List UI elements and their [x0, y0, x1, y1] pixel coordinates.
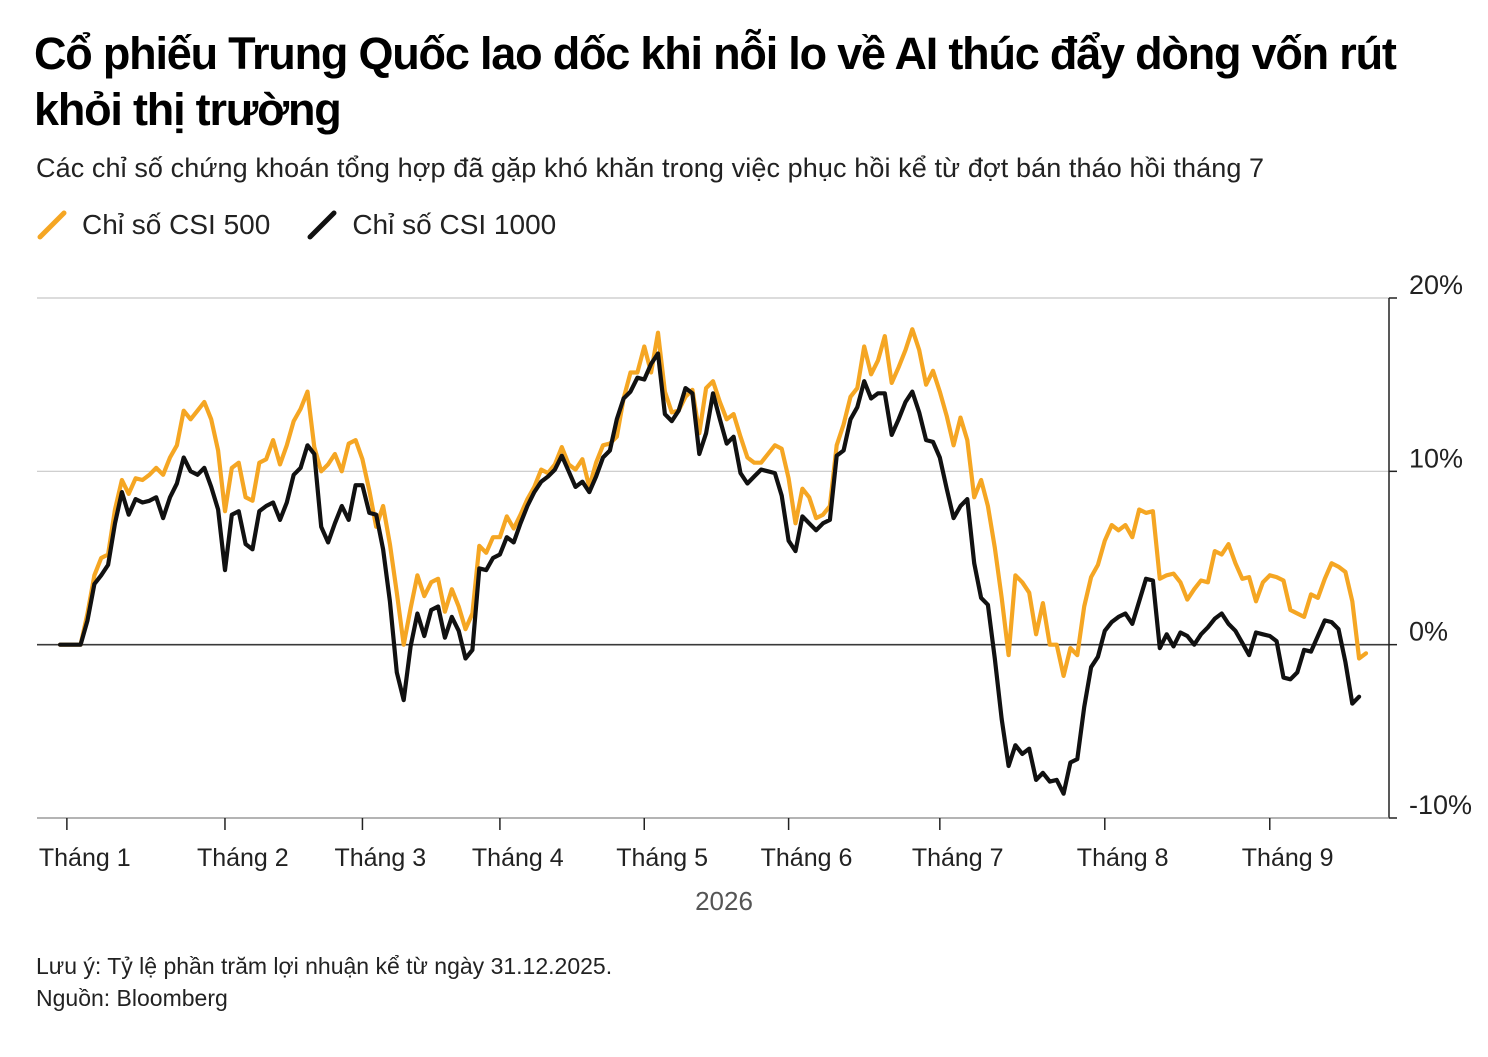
legend-item-csi500: Chỉ số CSI 500: [36, 209, 270, 241]
chart-subtitle: Các chỉ số chứng khoán tổng hợp đã gặp k…: [36, 153, 1265, 183]
chart-footnotes: Lưu ý: Tỷ lệ phần trăm lợi nhuận kể từ n…: [36, 950, 612, 1014]
legend-swatch-csi1000: [307, 210, 337, 240]
legend-label-csi500: Chỉ số CSI 500: [82, 209, 271, 240]
legend-label-csi1000: Chỉ số CSI 1000: [352, 209, 557, 240]
y-tick-label-2: 0%: [1409, 617, 1448, 647]
chart-source: Nguồn: Bloomberg: [36, 985, 228, 1011]
x-tick-label-5: Tháng 6: [761, 844, 853, 872]
x-tick-label-1: Tháng 2: [197, 844, 289, 872]
x-tick-label-0: Tháng 1: [39, 844, 131, 872]
x-tick-label-7: Tháng 8: [1077, 844, 1169, 872]
x-tick-label-8: Tháng 9: [1242, 844, 1334, 872]
legend-item-csi1000: Chỉ số CSI 1000: [306, 209, 556, 241]
x-axis-title: 2026: [695, 886, 753, 916]
series-line-csi1000: [57, 351, 1362, 796]
x-tick-label-2: Tháng 3: [334, 844, 426, 872]
x-tick-label-4: Tháng 5: [616, 844, 708, 872]
x-tick-label-6: Tháng 7: [912, 844, 1004, 872]
x-tick-label-3: Tháng 4: [472, 844, 564, 872]
series-line-csi500: [57, 327, 1369, 678]
y-tick-label-1: 10%: [1409, 443, 1463, 473]
chart-title: Cổ phiếu Trung Quốc lao dốc khi nỗi lo v…: [34, 28, 1397, 135]
y-tick-label-0: 20%: [1409, 270, 1463, 300]
legend-swatch-csi500: [37, 210, 67, 240]
y-tick-label-3: -10%: [1409, 790, 1472, 820]
chart-note: Lưu ý: Tỷ lệ phần trăm lợi nhuận kể từ n…: [36, 953, 613, 979]
legend: Chỉ số CSI 500 Chỉ số CSI 1000: [36, 205, 592, 245]
